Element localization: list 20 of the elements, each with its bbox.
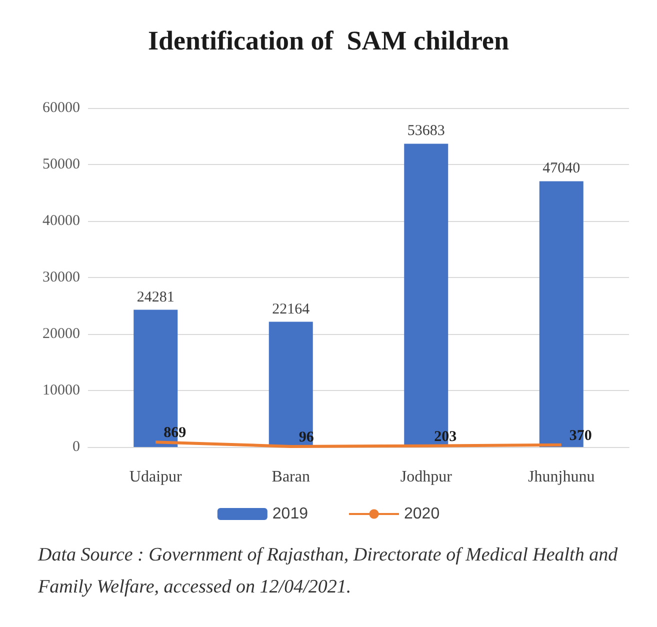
- data-label: 22164: [272, 301, 310, 318]
- y-tick-label: 0: [72, 439, 80, 455]
- x-tick-label: Jodhpur: [400, 468, 453, 486]
- y-tick-label: 30000: [42, 270, 80, 286]
- data-label: 47040: [542, 160, 580, 177]
- data-label: 53683: [407, 123, 445, 140]
- legend-label: 2020: [404, 506, 440, 522]
- legend-label: 2019: [272, 506, 308, 522]
- x-tick-label: Jhunjhunu: [528, 468, 595, 486]
- x-tick-label: Baran: [272, 468, 310, 486]
- x-tick-label: Udaipur: [129, 468, 183, 486]
- chart-title: Identification of SAM children: [148, 26, 510, 56]
- data-label: 24281: [136, 289, 174, 306]
- source-note: Data Source : Government of Rajasthan, Directorate of Medical Health and Family Welfare, accessed on 12/04/2021.: [37, 544, 622, 598]
- y-tick-label: 60000: [42, 100, 80, 116]
- y-tick-label: 10000: [42, 382, 80, 398]
- y-tick-label: 40000: [42, 213, 80, 229]
- y-tick-label: 20000: [42, 326, 80, 342]
- bar: [268, 322, 313, 447]
- y-tick-label: 50000: [42, 156, 80, 172]
